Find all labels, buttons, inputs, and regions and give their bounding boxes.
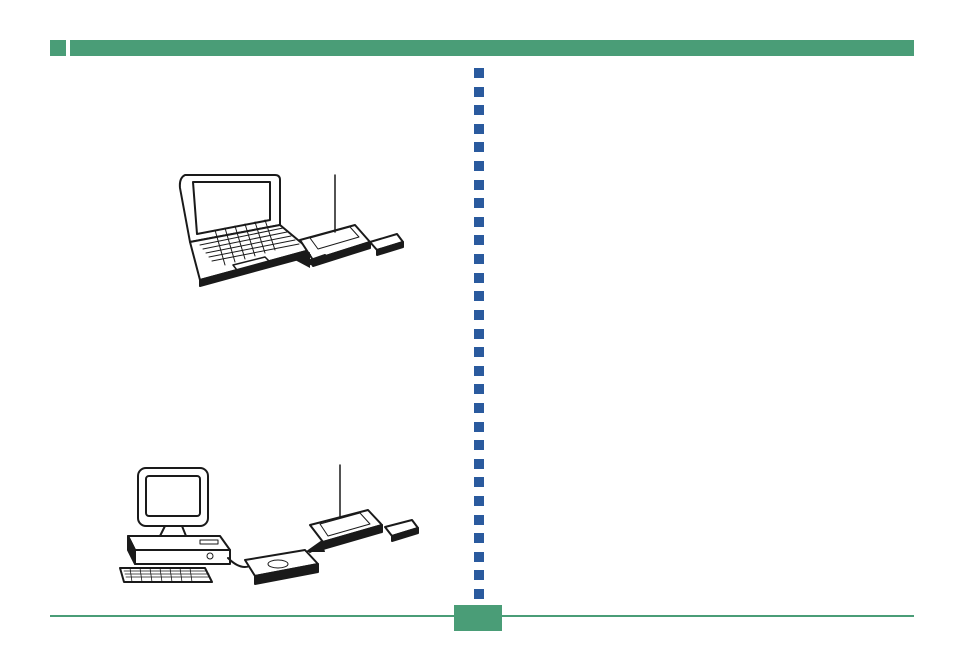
divider-dot <box>474 180 484 190</box>
divider-dot <box>474 124 484 134</box>
divider-dot <box>474 570 484 580</box>
header-bar-segment-3 <box>906 40 914 56</box>
divider-dot <box>474 347 484 357</box>
divider-dot <box>474 515 484 525</box>
divider-dot <box>474 217 484 227</box>
divider-dot <box>474 440 484 450</box>
header-bar-segment-2 <box>70 40 908 56</box>
header-bar-segment-1 <box>50 40 66 56</box>
divider-dot <box>474 105 484 115</box>
divider-dot <box>474 68 484 78</box>
header-bar <box>50 40 914 56</box>
divider-dot <box>474 161 484 171</box>
divider-dot <box>474 552 484 562</box>
desktop-illustration <box>110 460 420 600</box>
divider-dot <box>474 87 484 97</box>
divider-dot <box>474 403 484 413</box>
divider-dot <box>474 254 484 264</box>
divider-dot <box>474 496 484 506</box>
divider-dot <box>474 477 484 487</box>
divider-dot <box>474 142 484 152</box>
divider-dot <box>474 384 484 394</box>
divider-dot <box>474 273 484 283</box>
divider-dot <box>474 291 484 301</box>
divider-dot <box>474 235 484 245</box>
divider-dot <box>474 198 484 208</box>
divider-dot <box>474 422 484 432</box>
page <box>0 0 954 646</box>
divider-dot <box>474 533 484 543</box>
center-divider <box>474 68 484 618</box>
divider-dot <box>474 459 484 469</box>
page-tab <box>454 605 502 631</box>
laptop-illustration <box>145 170 405 320</box>
divider-dot <box>474 366 484 376</box>
divider-dot <box>474 310 484 320</box>
divider-dot <box>474 589 484 599</box>
divider-dot <box>474 329 484 339</box>
